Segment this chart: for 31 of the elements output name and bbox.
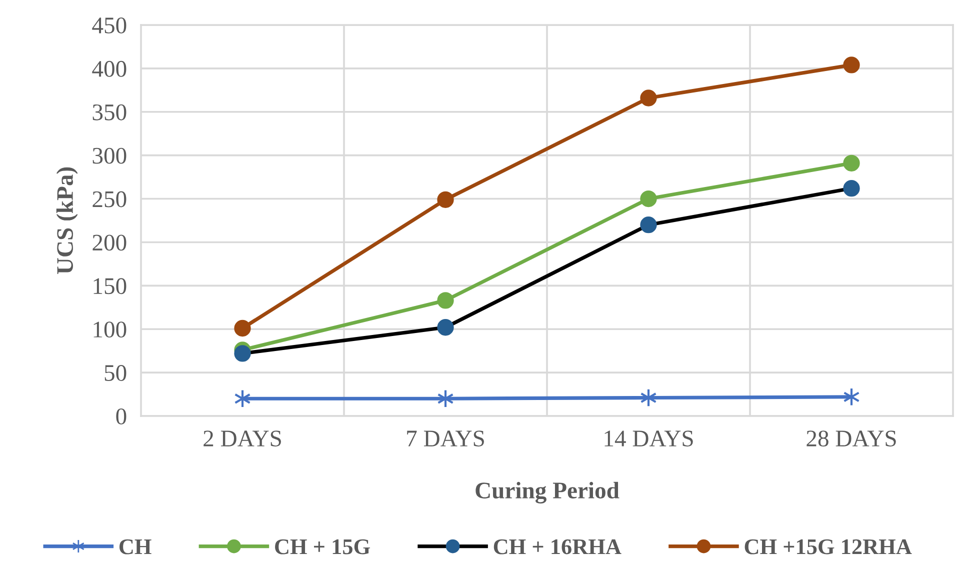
- x-axis-title: Curing Period: [476, 482, 620, 504]
- y-tick-label: 400: [92, 60, 126, 77]
- point: [437, 292, 454, 309]
- legend-label: CH + 16RHA: [494, 539, 622, 554]
- y-tick-label: 450: [92, 17, 126, 34]
- legend-label: CH +15G 12RHA: [744, 539, 912, 554]
- point: [843, 154, 860, 172]
- legend-label: CH: [119, 539, 152, 554]
- point: [843, 56, 860, 74]
- y-tick-label: 150: [94, 278, 126, 294]
- y-axis-title: UCS (kPa): [56, 167, 78, 274]
- x-tick-label: 2 DAYS: [204, 430, 281, 447]
- y-tick-label: 50: [104, 365, 126, 381]
- point: [234, 345, 251, 362]
- point: [640, 190, 657, 208]
- point: [843, 180, 860, 197]
- x-tick-label: 28 DAYS: [806, 430, 896, 447]
- x-tick-label: 14 DAYS: [604, 430, 693, 447]
- y-tick-label: 350: [92, 104, 126, 120]
- y-tick-label: 0: [116, 408, 126, 424]
- y-tick-label: 200: [92, 234, 126, 251]
- y-tick-label: 100: [94, 322, 126, 338]
- point: [437, 191, 454, 208]
- y-tick-label: 300: [92, 148, 126, 164]
- point: [640, 216, 657, 234]
- legend-label: CH + 15G: [275, 539, 370, 554]
- y-tick-label: 250: [92, 191, 126, 208]
- point: [437, 319, 454, 336]
- point: [640, 90, 657, 106]
- point: [234, 320, 251, 337]
- x-tick-label: 7 DAYS: [407, 430, 484, 447]
